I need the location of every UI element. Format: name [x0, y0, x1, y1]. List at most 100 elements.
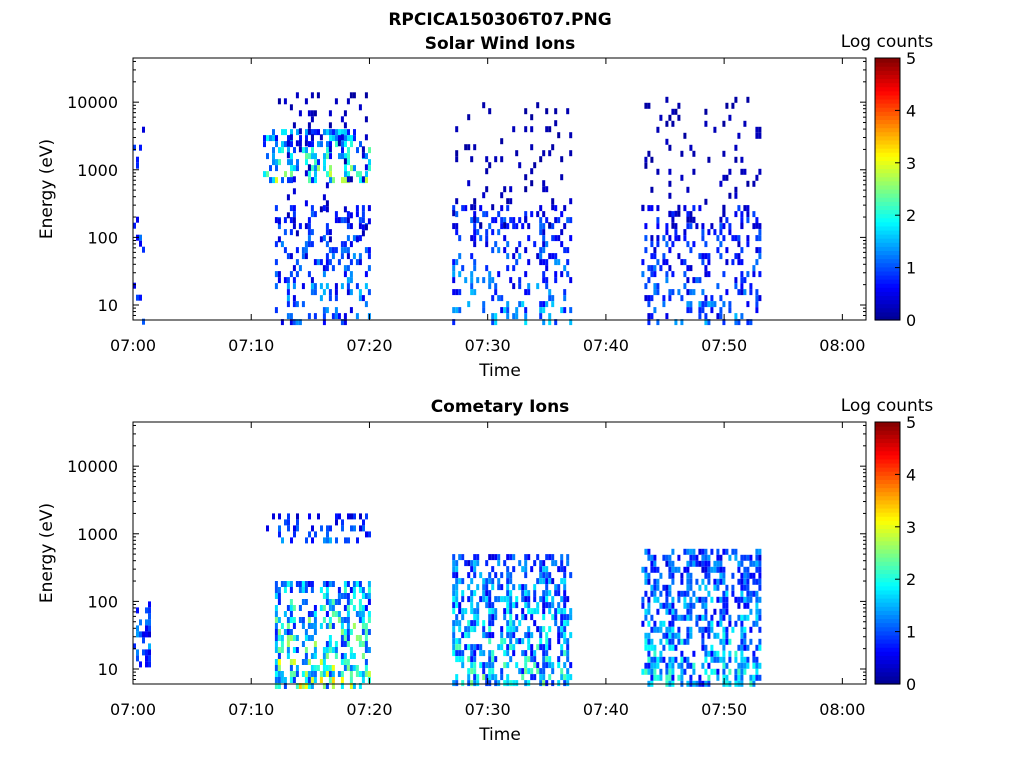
heatmap-cell [485, 235, 489, 242]
heatmap-cell [689, 602, 693, 609]
heatmap-cell [365, 513, 368, 520]
heatmap-cell [563, 632, 567, 639]
heatmap-cell [683, 566, 687, 573]
heatmap-cell [512, 632, 516, 639]
heatmap-cell [310, 92, 314, 99]
heatmap-cell [292, 605, 296, 611]
heatmap-cell [479, 596, 483, 603]
heatmap-cell [485, 156, 489, 163]
heatmap-cell [325, 229, 329, 236]
heatmap-cell [746, 554, 750, 561]
heatmap-cell [563, 584, 567, 591]
heatmap-cell [689, 144, 693, 151]
heatmap-cell [704, 554, 708, 561]
heatmap-cell [295, 92, 299, 99]
heatmap-cell [722, 223, 726, 230]
heatmap-cell [343, 617, 347, 623]
heatmap-cell [647, 301, 651, 308]
heatmap-cell [494, 313, 498, 320]
heatmap-cell [680, 174, 684, 181]
heatmap-cell [491, 608, 495, 615]
heatmap-cell [332, 129, 335, 136]
heatmap-cell [683, 590, 687, 597]
heatmap-cell [452, 554, 456, 561]
heatmap-cell [479, 235, 483, 242]
colorbar-segment [875, 168, 900, 174]
heatmap-cell [452, 560, 456, 567]
heatmap-cell [758, 572, 762, 579]
heatmap-cell [313, 289, 317, 296]
heatmap-cell [281, 147, 284, 154]
heatmap-cell [364, 671, 368, 677]
heatmap-cell [367, 629, 371, 635]
heatmap-cell [524, 680, 528, 687]
heatmap-cell [346, 247, 350, 254]
heatmap-cell [554, 235, 558, 242]
heatmap-cell [346, 223, 350, 230]
colorbar-segment [875, 315, 900, 321]
heatmap-cell [686, 584, 690, 591]
heatmap-cell [518, 217, 522, 224]
heatmap-cell [509, 620, 513, 627]
heatmap-cell [752, 211, 756, 218]
heatmap-cell [677, 235, 681, 242]
heatmap-cell [470, 650, 474, 657]
heatmap-cell [653, 283, 657, 290]
heatmap-cell [683, 271, 687, 278]
heatmap-cell [686, 223, 690, 230]
colorbar-segment [875, 78, 900, 84]
heatmap-cell [539, 253, 543, 260]
heatmap-cell [740, 590, 744, 597]
heatmap-cell [716, 235, 720, 242]
heatmap-cell [653, 253, 657, 260]
heatmap-cell [341, 147, 344, 154]
colorbar-segment [875, 589, 900, 595]
heatmap-cell [656, 283, 660, 290]
heatmap-cell [347, 129, 350, 136]
heatmap-cell [545, 632, 549, 639]
heatmap-cell [352, 623, 356, 629]
colorbar-segment [875, 295, 900, 301]
heatmap-cell [326, 537, 329, 544]
heatmap-cell [671, 608, 675, 615]
heatmap-cell [139, 144, 142, 151]
heatmap-cell [274, 623, 278, 629]
heatmap-cell [283, 217, 287, 224]
heatmap-cell [473, 554, 477, 561]
heatmap-cell [325, 253, 329, 260]
heatmap-cell [452, 602, 456, 609]
heatmap-cell [488, 596, 492, 603]
heatmap-cell [283, 247, 287, 254]
heatmap-cell [346, 593, 350, 599]
heatmap-cell [734, 554, 738, 561]
heatmap-cell [566, 644, 570, 651]
heatmap-cell [680, 674, 684, 681]
heatmap-cell [560, 614, 564, 621]
heatmap-cell [653, 674, 657, 681]
heatmap-cell [280, 677, 284, 683]
heatmap-cell [698, 548, 702, 555]
heatmap-cell [671, 602, 675, 609]
heatmap-cell [506, 554, 510, 561]
heatmap-cell [557, 632, 561, 639]
x-tick-label: 08:00 [819, 336, 865, 355]
heatmap-cell [722, 626, 726, 633]
heatmap-cell [286, 212, 290, 219]
heatmap-cell [749, 674, 753, 681]
heatmap-cell [566, 247, 570, 254]
heatmap-cell [527, 289, 531, 296]
heatmap-cell [686, 301, 690, 308]
heatmap-cell [647, 319, 651, 326]
heatmap-cell [364, 659, 368, 665]
heatmap-cell [341, 525, 344, 532]
heatmap-cell [713, 126, 717, 133]
heatmap-cell [293, 525, 296, 532]
heatmap-cell [683, 602, 687, 609]
heatmap-cell [277, 617, 281, 623]
heatmap-cell [311, 141, 314, 148]
heatmap-cell [644, 162, 648, 169]
heatmap-cell [296, 159, 299, 166]
heatmap-cell [473, 566, 477, 573]
heatmap-cell [340, 134, 344, 141]
heatmap-cell [509, 572, 513, 579]
